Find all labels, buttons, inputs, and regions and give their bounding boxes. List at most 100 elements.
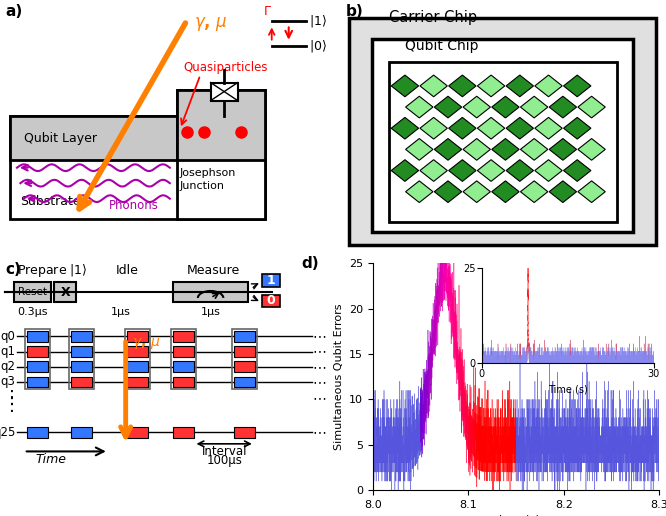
Bar	[71, 377, 92, 387]
Polygon shape	[492, 138, 519, 160]
Bar	[71, 346, 92, 357]
Bar	[71, 361, 92, 372]
Polygon shape	[420, 75, 448, 97]
Polygon shape	[563, 160, 591, 182]
Bar	[13, 282, 51, 302]
Text: 1μs: 1μs	[111, 308, 131, 317]
Polygon shape	[420, 160, 448, 182]
Text: q0: q0	[1, 330, 15, 343]
Polygon shape	[563, 75, 591, 97]
Text: Measure: Measure	[186, 264, 240, 277]
Bar	[127, 377, 148, 387]
Polygon shape	[406, 96, 433, 118]
Text: q2: q2	[0, 360, 15, 373]
Text: Quasiparticles: Quasiparticles	[183, 60, 268, 74]
Polygon shape	[434, 96, 462, 118]
Text: q25: q25	[0, 426, 15, 439]
Polygon shape	[492, 96, 519, 118]
Polygon shape	[578, 181, 605, 202]
Polygon shape	[563, 118, 591, 139]
Polygon shape	[535, 118, 562, 139]
Polygon shape	[535, 160, 562, 182]
Text: ⋯: ⋯	[312, 391, 326, 406]
Bar	[10, 116, 176, 160]
Bar	[55, 282, 77, 302]
Polygon shape	[549, 181, 577, 202]
Polygon shape	[549, 138, 577, 160]
Bar	[127, 346, 148, 357]
Polygon shape	[520, 96, 548, 118]
Bar	[262, 295, 280, 308]
Polygon shape	[506, 118, 533, 139]
Polygon shape	[406, 181, 433, 202]
Text: $|0\rangle$: $|0\rangle$	[309, 38, 327, 55]
Polygon shape	[449, 160, 476, 182]
Polygon shape	[449, 118, 476, 139]
Text: $\Gamma$: $\Gamma$	[263, 5, 272, 18]
Text: Josephson: Josephson	[180, 168, 236, 178]
Text: a): a)	[5, 4, 23, 19]
Bar	[372, 39, 633, 232]
Bar	[234, 361, 254, 372]
Bar	[173, 331, 194, 342]
Polygon shape	[420, 118, 448, 139]
Text: Phonons: Phonons	[109, 199, 159, 212]
Bar	[234, 427, 254, 438]
Bar	[350, 18, 656, 245]
Text: ⋯: ⋯	[312, 345, 326, 359]
Polygon shape	[549, 96, 577, 118]
Polygon shape	[478, 75, 505, 97]
Bar	[173, 361, 194, 372]
Polygon shape	[520, 181, 548, 202]
Text: Junction: Junction	[180, 181, 225, 191]
Bar	[176, 90, 265, 160]
Bar	[389, 62, 617, 222]
Text: Carrier Chip: Carrier Chip	[389, 10, 477, 25]
Text: ⋯: ⋯	[312, 360, 326, 374]
Bar	[27, 331, 47, 342]
Bar	[27, 361, 47, 372]
Bar	[125, 329, 150, 389]
Polygon shape	[434, 138, 462, 160]
Bar	[232, 329, 257, 389]
Bar	[69, 329, 94, 389]
Bar	[173, 282, 248, 302]
Polygon shape	[434, 181, 462, 202]
Text: d): d)	[301, 256, 319, 271]
Text: Time: Time	[35, 453, 67, 465]
Text: ⋯: ⋯	[312, 329, 326, 343]
Text: ⋯: ⋯	[312, 375, 326, 389]
Text: ⋮: ⋮	[3, 390, 21, 407]
Bar	[234, 346, 254, 357]
Bar	[173, 346, 194, 357]
Text: ⋮: ⋮	[3, 396, 21, 414]
Polygon shape	[535, 75, 562, 97]
Text: $|1\rangle$: $|1\rangle$	[309, 12, 327, 29]
Text: q1: q1	[0, 345, 15, 358]
Polygon shape	[478, 160, 505, 182]
Polygon shape	[391, 75, 419, 97]
X-axis label: Time (s): Time (s)	[492, 515, 540, 516]
Polygon shape	[391, 160, 419, 182]
Text: b): b)	[346, 4, 364, 19]
Y-axis label: Simultaneous Qubit Errors: Simultaneous Qubit Errors	[334, 303, 344, 450]
Text: $\gamma$, $\mu$: $\gamma$, $\mu$	[133, 336, 161, 351]
Bar	[25, 329, 50, 389]
Polygon shape	[463, 138, 490, 160]
Text: ⋯: ⋯	[312, 426, 326, 440]
Text: 0.3μs: 0.3μs	[17, 308, 47, 317]
Polygon shape	[478, 118, 505, 139]
Polygon shape	[578, 96, 605, 118]
Text: $\gamma$, $\mu$: $\gamma$, $\mu$	[194, 15, 227, 34]
Text: Qubit Chip: Qubit Chip	[405, 39, 478, 54]
Polygon shape	[506, 160, 533, 182]
Bar	[71, 331, 92, 342]
Bar	[173, 427, 194, 438]
Bar	[176, 90, 265, 219]
Text: 1: 1	[266, 275, 275, 287]
Polygon shape	[391, 118, 419, 139]
Text: 0: 0	[266, 295, 275, 308]
Bar	[27, 346, 47, 357]
Bar	[27, 377, 47, 387]
Text: 1μs: 1μs	[200, 308, 220, 317]
